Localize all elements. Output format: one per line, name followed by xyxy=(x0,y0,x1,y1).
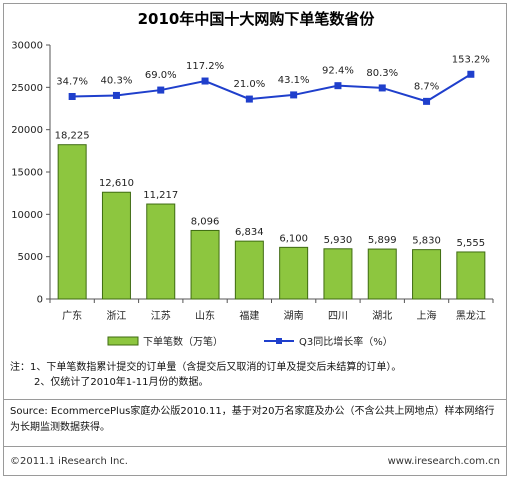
y-tick-label: 5000 xyxy=(18,252,43,263)
bar-value-label: 6,100 xyxy=(279,233,308,244)
growth-value-label: 34.7% xyxy=(56,76,88,87)
notes: 注：1、下单笔数指累计提交的订单量（含提交后又取消的订单及提交后未结算的订单）。… xyxy=(10,360,502,390)
growth-point xyxy=(157,86,165,94)
y-tick-label: 10000 xyxy=(11,210,43,221)
bar xyxy=(456,251,486,300)
growth-value-label: 92.4% xyxy=(322,66,354,77)
y-tick-label: 15000 xyxy=(11,168,43,179)
growth-value-label: 21.0% xyxy=(233,79,265,90)
chart-title: 2010年中国十大网购下单笔数省份 xyxy=(137,10,375,28)
growth-point xyxy=(467,70,475,78)
y-tick-label: 20000 xyxy=(11,125,43,136)
bar xyxy=(412,249,442,300)
growth-point xyxy=(334,82,342,90)
bar-value-label: 5,930 xyxy=(324,235,353,246)
growth-value-label: 117.2% xyxy=(186,61,224,72)
y-tick-label: 30000 xyxy=(11,41,43,52)
bar-value-label: 8,096 xyxy=(191,216,220,227)
growth-value-label: 43.1% xyxy=(278,75,310,86)
bar xyxy=(367,248,397,300)
growth-value-label: 40.3% xyxy=(101,75,133,86)
note-line-1: 注：1、下单笔数指累计提交的订单量（含提交后又取消的订单及提交后未结算的订单）。 xyxy=(10,362,402,373)
note-line-2: 2、仅统计了2010年1-11月份的数据。 xyxy=(34,377,209,388)
y-tick-label: 0 xyxy=(37,295,43,306)
bar-value-label: 11,217 xyxy=(143,190,178,201)
growth-point xyxy=(112,91,120,99)
legend-line-marker xyxy=(276,338,282,344)
growth-line xyxy=(72,73,472,103)
source-text: Source: EcommercePlus家庭办公版2010.11，基于对20万… xyxy=(10,406,495,433)
category-label: 上海 xyxy=(417,309,437,322)
category-label: 福建 xyxy=(239,309,259,322)
category-label: 湖北 xyxy=(372,310,392,322)
bar-value-label: 5,555 xyxy=(457,238,486,249)
copyright: ©2011.1 iResearch Inc. xyxy=(10,456,128,467)
growth-value-label: 8.7% xyxy=(414,81,439,92)
category-label: 四川 xyxy=(328,311,348,322)
chart-frame xyxy=(3,3,507,476)
growth-point xyxy=(378,84,386,92)
category-label: 江苏 xyxy=(151,309,171,322)
category-label: 广东 xyxy=(62,309,82,322)
growth-point xyxy=(68,92,76,100)
y-tick-label: 25000 xyxy=(11,83,43,94)
bar-value-label: 5,830 xyxy=(412,236,441,247)
bar xyxy=(146,203,176,300)
bar xyxy=(101,191,131,300)
growth-value-label: 153.2% xyxy=(452,54,490,65)
bar xyxy=(190,229,220,300)
growth-point xyxy=(245,95,253,103)
legend-line-label: Q3同比增长率（%） xyxy=(299,335,393,348)
bar xyxy=(279,246,309,300)
legend-bar-label: 下单笔数（万笔） xyxy=(143,335,223,348)
bar-value-label: 18,225 xyxy=(55,131,90,142)
website-link[interactable]: www.iresearch.com.cn xyxy=(387,456,500,467)
separator-bottom xyxy=(4,446,506,447)
category-label: 黑龙江 xyxy=(456,309,486,322)
bar-value-label: 12,610 xyxy=(99,178,134,189)
bar xyxy=(234,240,264,300)
bar xyxy=(57,144,87,300)
growth-point xyxy=(423,97,431,105)
legend-bar-swatch xyxy=(107,336,139,346)
bar-value-label: 6,834 xyxy=(235,227,264,238)
separator-top xyxy=(4,399,506,400)
category-label: 浙江 xyxy=(106,310,126,322)
growth-value-label: 69.0% xyxy=(145,70,177,81)
growth-point xyxy=(201,77,209,85)
growth-value-label: 80.3% xyxy=(366,68,398,79)
bar xyxy=(323,248,353,300)
bar-value-label: 5,899 xyxy=(368,235,397,246)
category-label: 山东 xyxy=(195,309,215,322)
growth-point xyxy=(290,91,298,99)
category-label: 湖南 xyxy=(284,309,304,322)
